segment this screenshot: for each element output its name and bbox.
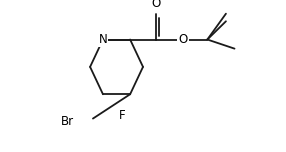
Text: O: O (151, 0, 160, 10)
Text: Br: Br (61, 115, 74, 128)
Text: O: O (178, 33, 188, 46)
Text: N: N (99, 33, 107, 46)
Text: F: F (119, 109, 125, 122)
